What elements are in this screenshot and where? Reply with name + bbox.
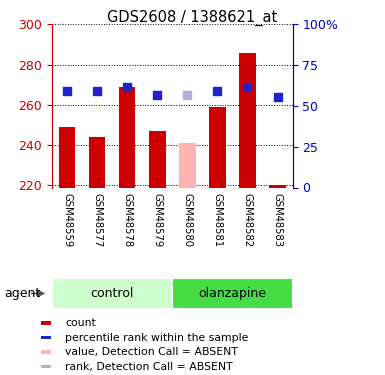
Bar [269, 186, 286, 188]
Text: rank, Detection Call = ABSENT: rank, Detection Call = ABSENT [65, 362, 233, 372]
Point [244, 84, 251, 90]
Text: value, Detection Call = ABSENT: value, Detection Call = ABSENT [65, 347, 238, 357]
Text: GSM48578: GSM48578 [122, 194, 132, 248]
Bar [40, 351, 51, 354]
Text: control: control [90, 287, 134, 300]
Text: olanzapine: olanzapine [198, 287, 266, 300]
Bar [52, 278, 172, 309]
Text: percentile rank within the sample: percentile rank within the sample [65, 333, 249, 342]
Point [275, 94, 281, 100]
Bar [59, 127, 75, 188]
Bar [40, 336, 51, 339]
Text: GSM48581: GSM48581 [213, 194, 223, 248]
Text: GSM48579: GSM48579 [152, 194, 162, 248]
Text: count: count [65, 318, 96, 328]
Point [184, 92, 191, 98]
Bar [209, 107, 226, 188]
Bar [119, 87, 136, 188]
Text: GSM48577: GSM48577 [92, 194, 102, 248]
Bar [149, 131, 166, 188]
Text: GSM48583: GSM48583 [273, 194, 283, 248]
Text: GSM48582: GSM48582 [243, 194, 253, 248]
Point [64, 88, 70, 94]
Bar [179, 143, 196, 188]
Bar [239, 53, 256, 188]
Text: GSM48559: GSM48559 [62, 194, 72, 248]
Point [124, 84, 130, 90]
Text: agent: agent [4, 287, 40, 300]
Point [94, 88, 100, 94]
Bar [40, 321, 51, 325]
Text: GSM48580: GSM48580 [182, 194, 192, 248]
Bar [89, 137, 105, 188]
Bar [40, 365, 51, 368]
Text: GDS2608 / 1388621_at: GDS2608 / 1388621_at [107, 9, 278, 26]
Point [214, 88, 221, 94]
Point [154, 92, 160, 98]
Bar [172, 278, 293, 309]
